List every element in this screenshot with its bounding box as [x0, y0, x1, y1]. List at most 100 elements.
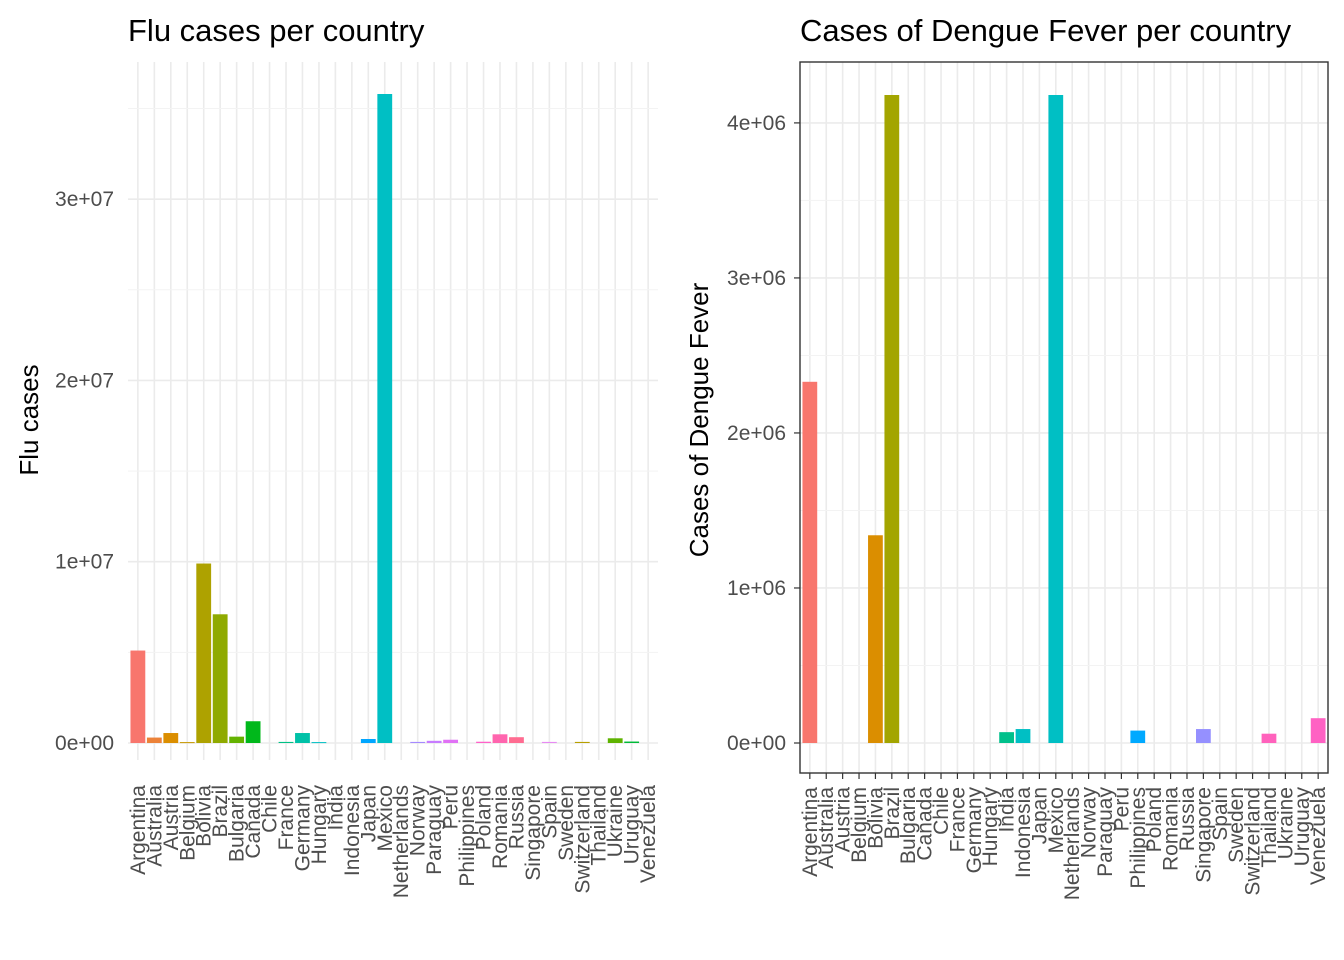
bar	[278, 741, 294, 743]
x-tick-label: France	[275, 785, 298, 850]
x-tick-label: Sweden	[1225, 787, 1248, 863]
x-tick-label: Russia	[505, 785, 528, 850]
x-tick-label: Venezuela	[1307, 787, 1330, 885]
bar	[541, 741, 557, 743]
bar	[146, 737, 162, 743]
x-tick-label: Austria	[832, 787, 855, 853]
dengue-y-axis-label: Cases of Dengue Fever	[684, 282, 714, 557]
x-tick-label: Netherlands	[390, 785, 413, 898]
bar	[1048, 95, 1064, 743]
x-tick-label: Philippines	[456, 785, 479, 887]
bar	[476, 741, 491, 743]
x-tick-label: India	[996, 787, 1019, 833]
y-tick-label: 4e+06	[727, 112, 786, 135]
dengue-grid	[800, 62, 1328, 773]
bar	[492, 734, 508, 743]
x-tick-label: Belgium	[848, 787, 871, 863]
x-tick-label: Canada	[914, 787, 937, 861]
x-tick-label: Ukraine	[1274, 787, 1297, 859]
x-tick-label: Venezuela	[637, 785, 660, 883]
bar	[196, 563, 212, 743]
x-tick-label: Romania	[489, 785, 512, 869]
bar	[999, 732, 1014, 743]
flu-bars	[130, 94, 640, 744]
x-tick-label: Switzerland	[1242, 787, 1265, 896]
x-tick-label: Canada	[242, 785, 265, 859]
x-tick-label: Paraguay	[1094, 787, 1117, 877]
y-tick-label: 3e+07	[55, 188, 114, 211]
bar	[607, 738, 623, 743]
bar	[295, 733, 310, 743]
flu-grid	[128, 62, 658, 760]
bar	[163, 733, 179, 743]
dengue-chart-title: Cases of Dengue Fever per country	[800, 13, 1292, 48]
flu-y-axis: 0e+00 1e+07 2e+07 3e+07	[55, 188, 114, 755]
x-tick-label: Chile	[259, 785, 282, 833]
x-tick-label: Paraguay	[423, 785, 446, 875]
bar	[229, 736, 245, 743]
flu-y-axis-label: Flu cases	[14, 364, 44, 475]
x-tick-label: Netherlands	[1061, 787, 1084, 900]
x-tick-label: Norway	[407, 785, 430, 857]
bar	[443, 739, 459, 743]
x-tick-label: Poland	[473, 785, 496, 850]
x-tick-label: Japan	[357, 785, 380, 842]
x-tick-label: Argentina	[127, 785, 150, 875]
x-tick-label: France	[946, 787, 969, 852]
x-tick-label: Australia	[143, 785, 166, 867]
x-tick-label: Singapore	[522, 785, 545, 881]
dengue-panel-border	[799, 61, 1329, 774]
bar	[212, 614, 228, 743]
x-tick-label: India	[324, 785, 347, 831]
x-tick-label: Mexico	[374, 785, 397, 852]
x-tick-label: Singapore	[1192, 787, 1215, 883]
bar	[509, 737, 524, 743]
bar	[1015, 729, 1031, 743]
x-tick-label: Uruguay	[621, 785, 644, 865]
bar	[377, 94, 393, 743]
x-tick-label: Uruguay	[1291, 787, 1314, 867]
x-tick-label: Bolivia	[193, 785, 216, 847]
x-tick-label: Indonesia	[341, 785, 364, 876]
y-tick-label: 1e+06	[727, 577, 786, 600]
flu-chart-panel: 0e+00 1e+07 2e+07 3e+07 ArgentinaAustraliaA…	[14, 13, 660, 898]
bar	[884, 95, 900, 743]
x-tick-label: Brazil	[209, 785, 232, 838]
x-tick-label: Switzerland	[571, 785, 594, 894]
bar	[624, 741, 640, 743]
bar	[410, 741, 426, 743]
x-tick-label: Bolivia	[864, 787, 887, 849]
dengue-bars	[802, 95, 1326, 743]
y-tick-label: 2e+06	[727, 422, 786, 445]
y-tick-label: 0e+00	[727, 732, 786, 755]
x-tick-label: Hungary	[308, 785, 331, 865]
y-tick-label: 1e+07	[55, 551, 114, 574]
x-tick-label: Mexico	[1045, 787, 1068, 854]
x-tick-label: Thailand	[588, 785, 611, 866]
x-tick-label: Argentina	[799, 787, 822, 877]
x-tick-label: Spain	[1209, 787, 1232, 841]
x-tick-label: Spain	[538, 785, 561, 839]
x-tick-label: Hungary	[979, 787, 1002, 867]
bar	[868, 535, 883, 743]
x-tick-label: Chile	[930, 787, 953, 835]
x-tick-label: Romania	[1160, 787, 1183, 871]
x-tick-label: Philippines	[1127, 787, 1150, 889]
x-tick-label: Thailand	[1258, 787, 1281, 868]
x-tick-label: Germany	[291, 785, 314, 872]
x-tick-label: Australia	[815, 787, 838, 869]
flu-chart-title: Flu cases per country	[128, 13, 425, 48]
dengue-y-axis: 0e+00 1e+06 2e+06 3e+06 4e+06	[727, 112, 800, 755]
y-tick-label: 3e+06	[727, 267, 786, 290]
x-tick-label: Bulgaria	[226, 785, 249, 862]
x-tick-label: Japan	[1028, 787, 1051, 844]
bar	[802, 381, 818, 743]
x-tick-label: Germany	[963, 787, 986, 874]
bar	[1196, 729, 1211, 743]
y-tick-label: 0e+00	[55, 732, 114, 755]
bar	[130, 650, 146, 743]
x-tick-label: Bulgaria	[897, 787, 920, 864]
